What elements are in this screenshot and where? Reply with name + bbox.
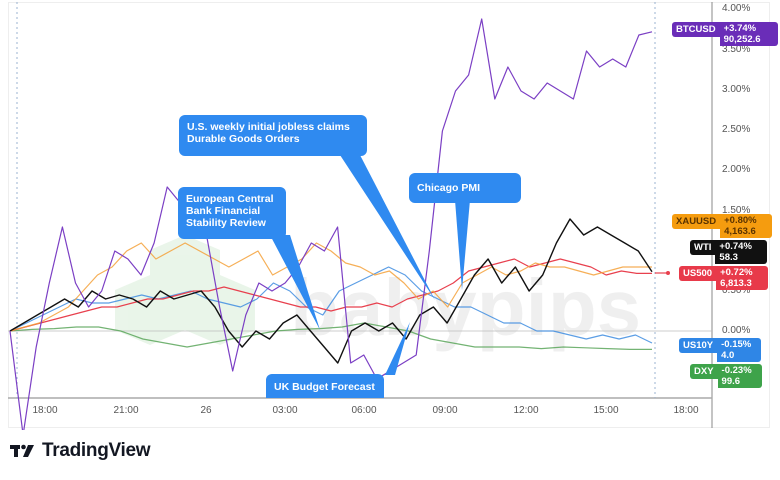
tag-price: 99.6: [721, 376, 741, 387]
tag-change: +0.72%: [720, 267, 753, 278]
tag-price: 4.0: [721, 350, 735, 361]
tag-price: 6,813.3: [720, 278, 752, 289]
tag-xauusd[interactable]: XAUUSD +0.80% 4,163.6: [672, 214, 773, 238]
tag-change: +3.74%: [723, 23, 757, 34]
tradingview-logo-icon: [10, 444, 34, 457]
x-tick: 26: [200, 405, 212, 416]
x-tick: 15:00: [593, 405, 619, 416]
callout-pointer-ecb: [270, 235, 320, 330]
callout-ecb-review: European Central Bank Financial Stabilit…: [178, 187, 286, 239]
tag-change: -0.15%: [721, 339, 752, 350]
tag-symbol: US10Y: [679, 338, 718, 353]
plot-area: babypips: [8, 2, 713, 430]
tag-change: +0.74%: [719, 241, 752, 252]
y-tick: 3.00%: [722, 84, 751, 95]
x-tick: 12:00: [513, 405, 539, 416]
callout-jobless-claims: U.S. weekly initial jobless claims Durab…: [179, 115, 367, 156]
tag-change: +0.80%: [724, 215, 757, 226]
tag-btcusd[interactable]: BTCUSD +3.74% 90,252.6: [672, 22, 778, 46]
series-line-us10y: [9, 266, 653, 344]
tradingview-wordmark: TradingView: [42, 440, 151, 461]
tag-price: 90,252.6: [723, 34, 761, 45]
callout-chicago-pmi: Chicago PMI: [409, 173, 521, 203]
tag-change: -0.23%: [721, 365, 752, 376]
x-tick: 21:00: [113, 405, 139, 416]
series-line-dxy: [9, 322, 652, 350]
series-line-wti: [9, 218, 653, 364]
x-tick: 03:00: [272, 405, 298, 416]
tag-symbol: BTCUSD: [672, 22, 720, 37]
tag-symbol: XAUUSD: [672, 214, 721, 229]
x-tick: 18:00: [673, 405, 699, 416]
tag-dxy[interactable]: DXY -0.23% 99.6: [690, 364, 762, 388]
x-tick: 06:00: [351, 405, 377, 416]
tradingview-logo: TradingView: [10, 440, 151, 462]
x-tick: 18:00: [32, 405, 58, 416]
tag-price: 4,163.6: [724, 226, 756, 237]
series-line-xauusd: [9, 242, 652, 332]
callout-pointer-uk: [385, 322, 410, 375]
y-tick: 0.00%: [722, 325, 751, 336]
series-line-us500: [9, 258, 652, 332]
tag-us10y[interactable]: US10Y -0.15% 4.0: [679, 338, 762, 362]
series-line-btcusd: [9, 18, 653, 430]
tag-symbol: WTI: [690, 240, 716, 255]
callout-uk-budget: UK Budget Forecast: [266, 374, 384, 398]
tag-symbol: US500: [679, 266, 717, 281]
y-tick: 1.50%: [722, 205, 751, 216]
callout-pointer-jobless: [340, 155, 435, 300]
callout-pointer-chicago: [455, 200, 470, 290]
y-tick: 2.00%: [722, 164, 751, 175]
y-tick: 0.50%: [722, 285, 751, 296]
y-tick: 3.50%: [722, 44, 751, 55]
tag-us500[interactable]: US500 +0.72% 6,813.3: [679, 266, 769, 290]
y-tick: 2.50%: [722, 124, 751, 135]
tag-wti[interactable]: WTI +0.74% 58.3: [690, 240, 768, 264]
series-lines: [9, 18, 653, 430]
tag-price: 58.3: [719, 252, 738, 263]
us500-last-marker: [666, 271, 670, 275]
tag-symbol: DXY: [690, 364, 718, 379]
y-tick: 4.00%: [722, 3, 751, 14]
x-tick: 09:00: [432, 405, 458, 416]
